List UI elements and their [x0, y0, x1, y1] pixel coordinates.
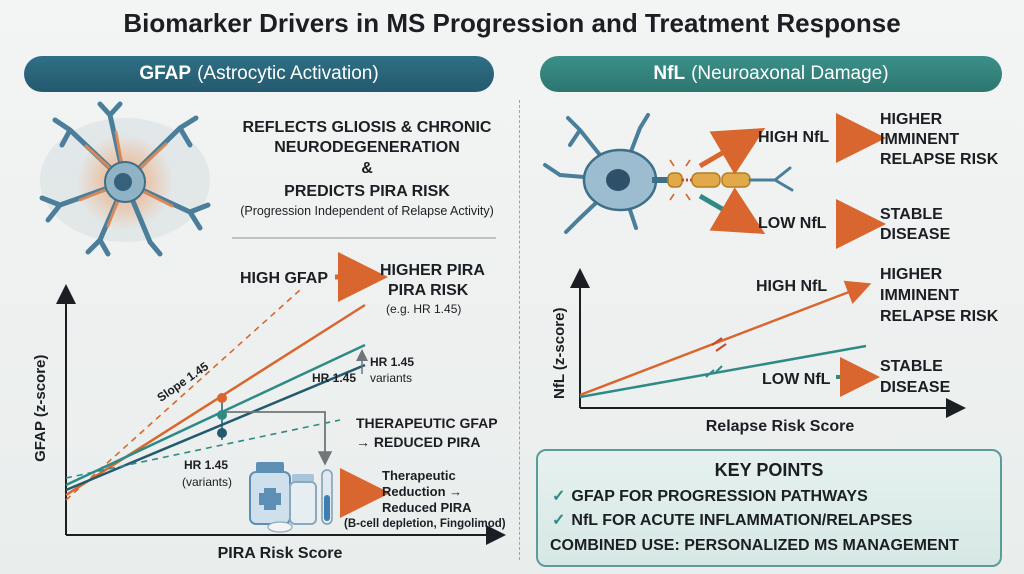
- therapeutic-gfap-line1: THERAPEUTIC GFAP: [356, 415, 498, 431]
- gfap-marker-teal: [217, 410, 227, 420]
- key-point-3: COMBINED USE: PERSONALIZED MS MANAGEMENT: [550, 537, 959, 554]
- therapeutic-gfap-line2: → REDUCED PIRA: [356, 434, 481, 450]
- panel-divider: [519, 100, 520, 560]
- low-nfl-neuron-arrow: [698, 187, 766, 235]
- gfap-chart: [56, 252, 506, 545]
- gfap-reduction-arrow: [222, 411, 333, 466]
- nfl-chart-low-r1: STABLE: [880, 358, 943, 375]
- hr-mid-label: HR 1.45: [312, 371, 357, 385]
- page-title: Biomarker Drivers in MS Progression and …: [123, 8, 901, 38]
- gfap-claim-line1: REFLECTS GLIOSIS & CHRONIC: [242, 119, 492, 136]
- high-nfl-result-3: RELAPSE RISK: [880, 151, 999, 168]
- high-gfap-label: HIGH GFAP: [240, 270, 329, 287]
- nfl-low-line: [579, 344, 867, 399]
- medication-icon: [249, 462, 333, 533]
- high-nfl-neuron-arrow: [698, 127, 766, 175]
- key-point-2: ✓ NfL FOR ACUTE INFLAMMATION/RELAPSES: [552, 512, 912, 530]
- astrocyte-icon: [39, 101, 211, 257]
- nfl-banner: NfL (Neuroaxonal Damage): [540, 56, 1002, 92]
- gfap-banner: GFAP (Astrocytic Activation): [24, 56, 494, 92]
- nfl-chart: [570, 268, 966, 418]
- nfl-chart-high-r3: RELAPSE RISK: [880, 308, 999, 325]
- gfap-high-line: [65, 303, 366, 497]
- hr-bottom-2: (variants): [182, 475, 233, 489]
- nfl-high-line: [579, 280, 872, 397]
- gfap-banner-text: (Astrocytic Activation): [197, 63, 379, 84]
- nfl-chart-low-r2: DISEASE: [880, 379, 951, 396]
- higher-pira-line1: HIGHER PIRA: [380, 262, 485, 279]
- nfl-break-mark-low: [705, 365, 723, 378]
- hr-example: (e.g. HR 1.45): [386, 302, 462, 316]
- gfap-teal-line: [65, 343, 366, 487]
- high-nfl-result-1: HIGHER: [880, 111, 943, 128]
- reduction-line4: (B-cell depletion, Fingolimod): [344, 518, 506, 530]
- low-nfl-result-2: DISEASE: [880, 226, 951, 243]
- nfl-break-mark-high: [711, 337, 727, 352]
- nfl-chart-high-r2: IMMINENT: [880, 287, 960, 304]
- key-points-heading: KEY POINTS: [714, 460, 824, 480]
- nfl-banner-bold: NfL: [653, 63, 686, 84]
- hr-bottom-1: HR 1.45: [184, 458, 229, 472]
- reduction-line3: Reduced PIRA: [382, 500, 472, 515]
- nfl-x-axis-label: Relapse Risk Score: [705, 418, 855, 435]
- high-nfl-label: HIGH NfL: [758, 129, 830, 146]
- gfap-high-dashed-line: [65, 289, 301, 501]
- nfl-y-axis-label: NfL (z-score): [550, 307, 568, 399]
- gfap-banner-bold: GFAP: [139, 63, 192, 84]
- low-nfl-result-1: STABLE: [880, 206, 943, 223]
- higher-pira-line2: PIRA RISK: [388, 282, 469, 299]
- hr-variants-top-2: variants: [370, 371, 413, 385]
- gfap-x-axis-label: PIRA Risk Score: [217, 545, 343, 562]
- key-point-1-text: GFAP FOR PROGRESSION PATHWAYS: [571, 488, 868, 505]
- gfap-marker-orange: [217, 393, 227, 403]
- nfl-chart-high-label: HIGH NfL: [756, 278, 828, 295]
- nfl-chart-high-r1: HIGHER: [880, 266, 943, 283]
- gfap-claim-amp: &: [361, 160, 373, 177]
- key-point-1: ✓ GFAP FOR PROGRESSION PATHWAYS: [552, 488, 868, 506]
- gfap-y-axis-label: GFAP (z-score): [31, 354, 49, 462]
- low-nfl-label: LOW NfL: [758, 215, 827, 232]
- gfap-claim-line4: (Progression Independent of Relapse Acti…: [240, 204, 494, 218]
- check-icon: ✓: [552, 512, 566, 529]
- key-points-box: KEY POINTS ✓ GFAP FOR PROGRESSION PATHWAY…: [536, 449, 1002, 567]
- key-point-2-text: NfL FOR ACUTE INFLAMMATION/RELAPSES: [571, 512, 913, 529]
- gfap-claim-line2: NEURODEGENERATION: [274, 139, 460, 156]
- gfap-navy-line: [65, 363, 366, 492]
- hr-variants-top-1: HR 1.45: [370, 355, 415, 369]
- high-nfl-result-2: IMMINENT: [880, 131, 960, 148]
- nfl-banner-text: (Neuroaxonal Damage): [691, 63, 889, 84]
- gfap-claim-line3: PREDICTS PIRA RISK: [284, 183, 450, 200]
- gfap-marker-navy: [217, 428, 227, 438]
- gfap-therapeutic-dashed-line: [65, 419, 341, 479]
- reduction-line2: Reduction →: [382, 484, 463, 499]
- neuron-icon: [543, 113, 886, 249]
- reduction-line1: Therapeutic: [382, 468, 456, 483]
- check-icon: ✓: [552, 488, 566, 505]
- nfl-chart-low-label: LOW NfL: [762, 371, 831, 388]
